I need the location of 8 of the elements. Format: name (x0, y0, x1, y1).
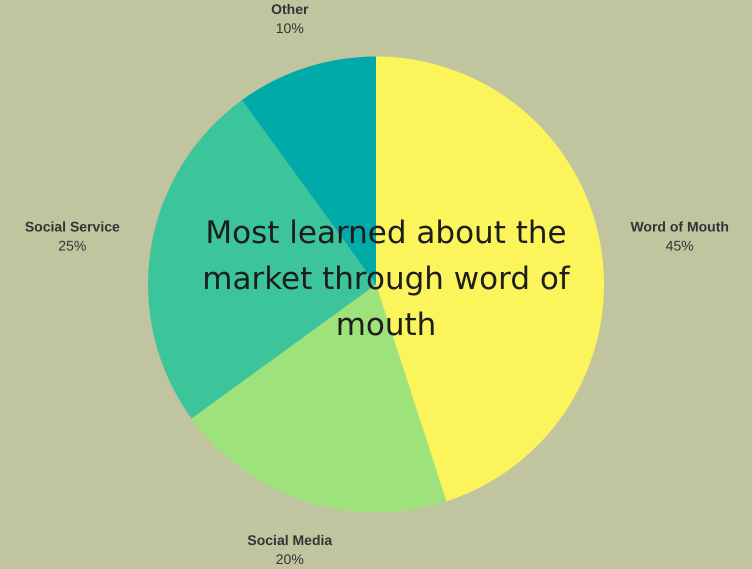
data-label: 10% (276, 20, 304, 36)
data-label: 25% (58, 237, 86, 254)
data-label: 20% (276, 550, 304, 567)
slice-label: Other (271, 1, 310, 18)
slice-label: Social Service (24, 218, 120, 234)
data-label: 45% (666, 237, 694, 254)
slice-label: Word of Mouth (630, 218, 729, 234)
slice-label: Social Media (247, 532, 332, 548)
